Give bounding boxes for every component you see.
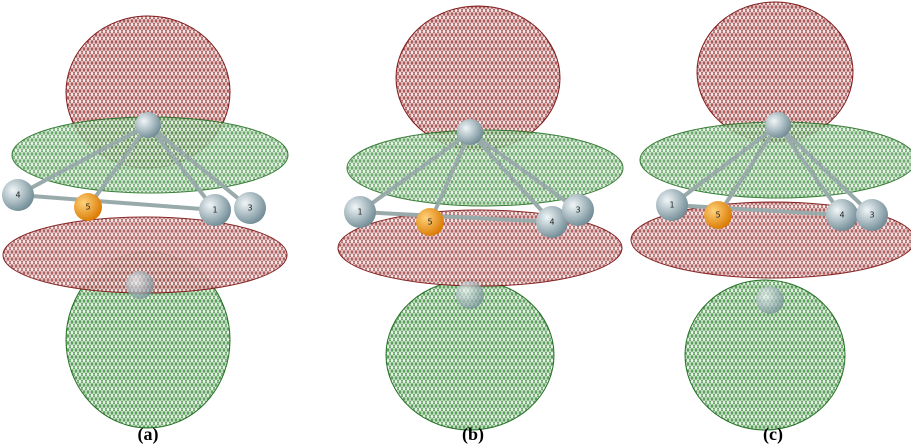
bond [18, 195, 215, 210]
atom-label: 5 [85, 203, 90, 212]
atom-label: 4 [15, 191, 20, 200]
orbital-panel: 4 5 1 3 (a) [2, 16, 288, 445]
figure: 4 5 1 3 (a) 1 5 4 3 (b) 1 5 4 3 (c) [0, 0, 911, 446]
atom-label: 1 [669, 201, 674, 210]
orbital-panel: 1 5 4 3 (c) [631, 2, 911, 445]
atom-label: 3 [575, 206, 580, 215]
orbital-panel: 1 5 4 3 (b) [338, 6, 623, 445]
panel-label: (a) [138, 424, 159, 445]
atom-label: 5 [715, 211, 720, 220]
atom [135, 112, 161, 138]
atom-label: 1 [212, 206, 217, 215]
atom-label: 4 [839, 211, 844, 220]
panel-label: (b) [462, 424, 484, 445]
atom [456, 281, 484, 309]
atom-label: 3 [869, 211, 874, 220]
atom [765, 112, 791, 138]
atom-label: 3 [247, 204, 252, 213]
atom-label: 1 [357, 208, 362, 217]
atom-label: 4 [549, 218, 554, 227]
atom [457, 119, 483, 145]
atom [756, 286, 784, 314]
atom [126, 271, 154, 299]
panel-label: (c) [763, 424, 783, 445]
atom-label: 5 [427, 218, 432, 227]
